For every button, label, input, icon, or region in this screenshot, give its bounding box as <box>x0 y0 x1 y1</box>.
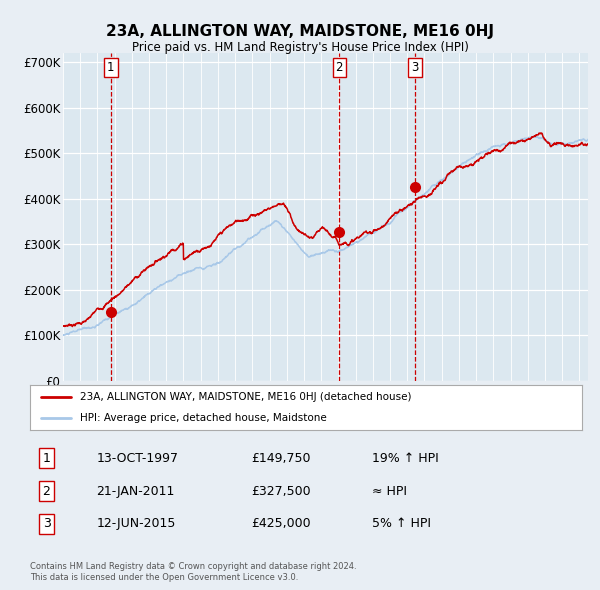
Text: 13-OCT-1997: 13-OCT-1997 <box>96 452 178 465</box>
Text: £425,000: £425,000 <box>251 517 310 530</box>
Text: 21-JAN-2011: 21-JAN-2011 <box>96 484 175 498</box>
Text: 1: 1 <box>107 61 115 74</box>
Text: 3: 3 <box>43 517 50 530</box>
Text: 5% ↑ HPI: 5% ↑ HPI <box>372 517 431 530</box>
Text: 23A, ALLINGTON WAY, MAIDSTONE, ME16 0HJ (detached house): 23A, ALLINGTON WAY, MAIDSTONE, ME16 0HJ … <box>80 392 411 402</box>
Text: £327,500: £327,500 <box>251 484 310 498</box>
Text: 2: 2 <box>43 484 50 498</box>
Text: 2: 2 <box>335 61 343 74</box>
Text: Contains HM Land Registry data © Crown copyright and database right 2024.: Contains HM Land Registry data © Crown c… <box>30 562 356 571</box>
Text: 3: 3 <box>412 61 419 74</box>
Text: This data is licensed under the Open Government Licence v3.0.: This data is licensed under the Open Gov… <box>30 573 298 582</box>
Text: HPI: Average price, detached house, Maidstone: HPI: Average price, detached house, Maid… <box>80 412 326 422</box>
Text: 23A, ALLINGTON WAY, MAIDSTONE, ME16 0HJ: 23A, ALLINGTON WAY, MAIDSTONE, ME16 0HJ <box>106 24 494 38</box>
Text: ≈ HPI: ≈ HPI <box>372 484 407 498</box>
Text: Price paid vs. HM Land Registry's House Price Index (HPI): Price paid vs. HM Land Registry's House … <box>131 41 469 54</box>
Text: 1: 1 <box>43 452 50 465</box>
Text: 12-JUN-2015: 12-JUN-2015 <box>96 517 176 530</box>
Text: 19% ↑ HPI: 19% ↑ HPI <box>372 452 439 465</box>
Text: £149,750: £149,750 <box>251 452 310 465</box>
